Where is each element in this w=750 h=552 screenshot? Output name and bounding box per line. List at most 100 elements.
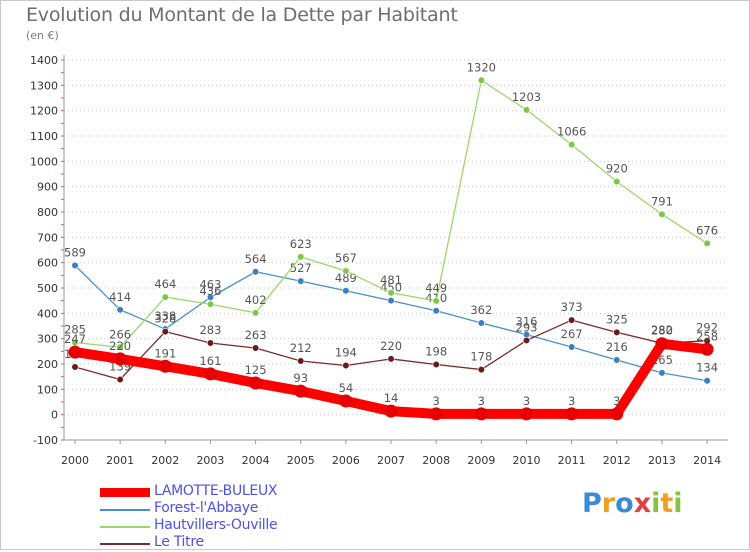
data-label: 258 <box>696 329 718 343</box>
y-tick-label: 1200 <box>30 105 58 118</box>
proxiti-logo: Proxiti <box>582 488 683 519</box>
data-point <box>206 339 215 347</box>
data-label: 920 <box>606 162 628 176</box>
legend-label: Le Titre <box>154 534 204 550</box>
data-point <box>297 357 305 365</box>
data-label: 191 <box>154 346 176 360</box>
x-tick-label: 2007 <box>377 454 405 467</box>
legend-label: LAMOTTE-BULEUX <box>154 483 278 499</box>
data-point <box>387 289 395 297</box>
data-label: 282 <box>651 323 673 337</box>
data-point <box>432 307 440 315</box>
data-point <box>613 178 621 186</box>
data-point <box>610 407 624 421</box>
x-tick-label: 2003 <box>196 454 224 467</box>
data-label: 3 <box>433 394 440 408</box>
data-label: 338 <box>154 309 176 323</box>
data-point <box>387 297 395 305</box>
data-label: 267 <box>561 327 583 341</box>
data-label: 449 <box>425 281 447 295</box>
data-point <box>522 106 531 114</box>
data-point <box>655 337 669 351</box>
x-tick-label: 2013 <box>648 454 676 467</box>
data-label: 283 <box>199 323 221 337</box>
y-tick-label: 500 <box>37 282 58 295</box>
data-point <box>477 76 485 84</box>
data-label: 527 <box>290 261 312 275</box>
y-tick-label: 1300 <box>30 79 58 92</box>
data-label: 266 <box>109 327 131 341</box>
data-point <box>429 407 443 421</box>
data-label: 481 <box>380 273 402 287</box>
data-point <box>658 210 666 218</box>
x-tick-label: 2014 <box>693 454 721 467</box>
data-point <box>658 369 666 377</box>
data-label: 402 <box>245 293 267 307</box>
x-tick-label: 2010 <box>513 454 541 467</box>
data-label: 194 <box>335 346 357 360</box>
data-label: 216 <box>606 340 628 354</box>
data-label: 14 <box>384 391 399 405</box>
data-point <box>249 376 263 390</box>
data-label: 212 <box>290 341 312 355</box>
legend-swatch <box>100 526 150 528</box>
logo-letter: i <box>673 488 683 519</box>
data-point <box>113 352 127 366</box>
data-point <box>252 268 260 276</box>
data-label: 285 <box>64 322 86 336</box>
data-label: 1320 <box>467 60 496 74</box>
y-tick-label: 100 <box>37 383 58 396</box>
data-point <box>297 277 305 285</box>
data-point <box>71 261 79 270</box>
data-label: 316 <box>516 315 538 329</box>
series-line-1 <box>74 79 708 348</box>
y-tick-label: 200 <box>37 358 58 371</box>
data-label: 280 <box>651 324 673 338</box>
data-label: 3 <box>568 394 575 408</box>
legend-label: Hautvillers-Ouville <box>154 517 278 533</box>
y-tick-label: 1400 <box>30 54 58 67</box>
data-label: 220 <box>109 339 131 353</box>
data-label: 1203 <box>512 90 541 104</box>
data-point <box>158 359 172 373</box>
y-tick-label: -100 <box>33 434 58 447</box>
x-tick-label: 2008 <box>422 454 450 467</box>
data-label: 54 <box>339 381 354 395</box>
logo-letter: P <box>582 488 602 519</box>
data-point <box>342 267 350 275</box>
data-point <box>522 336 531 345</box>
data-label: 93 <box>293 371 308 385</box>
data-point <box>161 293 169 301</box>
data-point <box>613 356 621 364</box>
data-label: 198 <box>425 345 447 359</box>
data-label: 464 <box>154 277 176 291</box>
x-tick-label: 2001 <box>106 454 134 467</box>
data-point <box>342 361 350 370</box>
data-label: 414 <box>109 290 131 304</box>
data-point <box>474 407 488 421</box>
data-point <box>613 328 621 336</box>
y-tick-label: 0 <box>51 409 58 422</box>
chart-title: Evolution du Montant de la Dette par Hab… <box>26 4 458 26</box>
data-point <box>568 343 576 351</box>
data-point <box>116 306 124 314</box>
data-point <box>477 365 485 374</box>
data-point <box>387 355 395 363</box>
logo-letter: o <box>615 488 634 519</box>
x-tick-label: 2002 <box>151 454 179 467</box>
data-label: 564 <box>245 252 267 266</box>
data-label: 791 <box>651 194 673 208</box>
y-tick-label: 800 <box>37 206 58 219</box>
data-point <box>432 297 440 305</box>
logo-letter: i <box>651 488 661 519</box>
x-tick-label: 2000 <box>61 454 89 467</box>
data-label: 676 <box>696 223 718 237</box>
data-point <box>71 363 79 371</box>
data-point <box>568 316 576 324</box>
y-tick-label: 700 <box>37 231 58 244</box>
data-label: 3 <box>478 394 485 408</box>
y-tick-label: 300 <box>37 333 58 346</box>
data-label: 623 <box>290 237 312 251</box>
